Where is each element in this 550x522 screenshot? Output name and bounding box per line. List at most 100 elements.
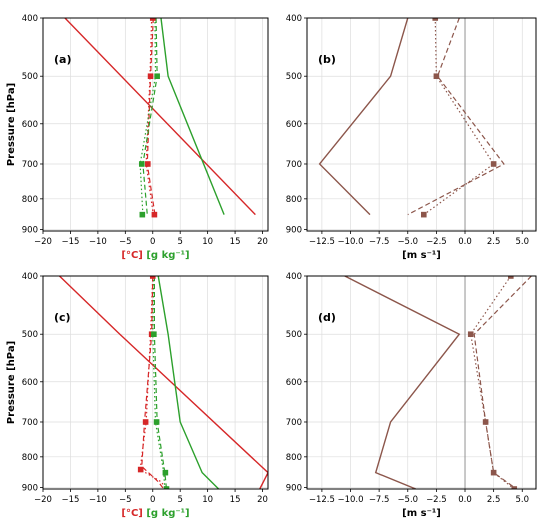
x-axis-label: [°C] [g kg⁻¹] [121,508,189,519]
panel-label: (d) [318,311,336,324]
x-tick-label: −15 [61,495,79,505]
y-tick-label: 800 [22,195,38,205]
x-tick-label: 10 [202,495,213,505]
y-tick-label: 900 [22,484,38,494]
marker-wind [482,419,489,425]
y-tick-label: 600 [286,378,302,388]
plot-area [64,18,256,218]
marker-wind [511,486,518,489]
x-tick-label: −7.5 [369,495,390,505]
series-wind-dotted [423,18,495,216]
x-tick-label: 20 [257,495,268,505]
x-tick-label: −5 [119,495,132,505]
marker-mix [154,73,160,80]
x-tick-label: 2.5 [487,495,501,505]
plot-area [58,276,268,489]
axes-frame [42,275,269,490]
series-mix-solid [160,18,225,215]
x-axis-label: [m s⁻¹] [402,508,441,519]
marker-temp [149,18,156,21]
series-mix-solid [157,276,220,489]
marker-mix [151,331,157,338]
x-tick-label: 5 [177,495,182,505]
x-tick-label: 15 [230,495,241,505]
plot-area [318,18,505,218]
y-tick-label: 700 [286,418,302,428]
panel-label: (a) [54,53,71,66]
x-tick-label: 5.0 [515,237,529,247]
marker-mix [162,469,169,476]
x-tick-label: 10 [202,237,213,247]
marker-temp [145,161,151,167]
x-tick-label: −5.0 [397,237,418,247]
x-tick-label: 0 [150,495,155,505]
series-temp-dashed [146,18,156,215]
x-tick-label: −2.5 [426,237,447,247]
series-mix-dashed [142,18,158,215]
x-axis-label-part: [°C] [121,508,142,519]
x-tick-label: −10.0 [337,237,363,247]
series-temp-dotted [139,276,167,489]
panel-c: −20 −15 −10 −5 0 5 10 15 20 400 500 600 700 800 900 (c)… [6,272,269,519]
y-tick-label: 400 [22,14,38,24]
x-tick-label: −2.5 [426,495,447,505]
x-tick-label: −12.5 [309,495,335,505]
x-tick-label: 2.5 [487,237,501,247]
y-tick-label: 400 [286,272,302,282]
y-tick-label: 400 [286,14,302,24]
series-wind-solid [318,18,409,216]
marker-mix [153,419,160,425]
axes-frame [42,17,269,232]
x-tick-label: −12.5 [309,237,335,247]
marker-wind [467,331,474,338]
y-tick-label: 500 [286,72,302,82]
marker-temp [137,466,144,473]
plot-area [344,276,532,489]
y-tick-label: 900 [22,226,38,236]
x-axis-label: [m s⁻¹] [402,250,441,261]
x-tick-label: −5.0 [397,495,418,505]
x-tick-label: −20 [34,495,52,505]
series-temp-dotted [145,18,154,215]
panel-label: (b) [318,53,336,66]
panel-b: −12.5 −10.0 −7.5 −5.0 −2.5 0.0 2.5 5.0 400 500 600… [286,14,537,261]
axes-frame [306,17,537,232]
marker-temp [149,276,156,279]
series-temp-solid [64,18,256,216]
y-tick-label: 500 [22,330,38,340]
x-tick-label: −5 [119,237,132,247]
marker-temp [151,211,158,218]
y-tick-label: 600 [286,120,302,130]
x-tick-label: 5.0 [515,495,529,505]
y-tick-label: 500 [22,72,38,82]
y-tick-label: 700 [22,418,38,428]
marker-wind [420,211,427,218]
marker-wind [490,161,497,167]
y-axis-label: Pressure [hPa] [6,83,17,166]
panel-label: (c) [54,311,71,324]
y-tick-label: 700 [286,160,302,170]
x-tick-label: −10 [89,237,107,247]
marker-wind [433,73,440,80]
x-axis-label-part: [g kg⁻¹] [143,508,190,519]
series-wind-dashed [407,18,505,216]
x-tick-label: −20 [34,237,52,247]
y-tick-label: 800 [286,195,302,205]
marker-wind [508,276,514,279]
x-tick-label: 20 [257,237,268,247]
y-tick-label: 900 [286,226,302,236]
series-temp-solid [58,276,268,489]
marker-mix [139,211,146,218]
marker-temp [142,419,149,425]
y-axis-label: Pressure [hPa] [6,341,17,424]
y-tick-label: 600 [22,378,38,388]
y-tick-label: 400 [22,272,38,282]
x-tick-label: −15 [61,237,79,247]
x-tick-label: 15 [230,237,241,247]
x-tick-label: 0.0 [458,495,472,505]
panel-a: −20 −15 −10 −5 0 5 10 15 20 400 500 600 700 800 900 (a)… [6,14,269,261]
marker-wind [432,18,439,21]
y-tick-label: 800 [286,453,302,463]
x-axis-label-part: [m s⁻¹] [402,250,441,261]
series-mix-dotted [139,18,157,215]
